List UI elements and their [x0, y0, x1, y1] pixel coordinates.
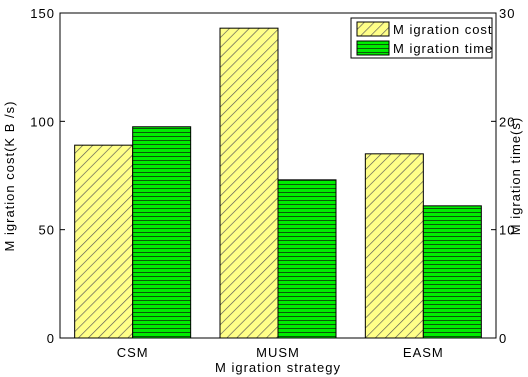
left-tick-label: 0	[47, 331, 55, 346]
left-tick-label: 100	[30, 114, 55, 129]
legend: M igration cost M igration time	[350, 17, 493, 59]
right-tick-label: 10	[499, 223, 515, 238]
right-tick-label: 20	[499, 114, 515, 129]
x-tick-label: EASM	[403, 345, 444, 360]
bar-time-csm	[132, 126, 192, 339]
x-axis-title: M igration strategy	[215, 360, 341, 375]
bar-time-musm	[277, 179, 337, 339]
bars-group	[74, 27, 482, 339]
left-axis: 0 50 100 150	[30, 6, 65, 346]
bar-cost-csm	[74, 144, 134, 339]
bar-time-easm	[422, 205, 482, 339]
right-axis-title: M igration time(s)	[508, 117, 523, 235]
bar-cost-musm	[219, 27, 279, 339]
left-tick-label: 150	[30, 6, 55, 21]
x-axis: CSM MUSM EASM	[117, 345, 444, 360]
legend-label-cost: M igration cost	[393, 22, 493, 37]
legend-swatch-cost	[356, 21, 390, 37]
left-axis-title: M igration cost(K B /s)	[2, 101, 17, 252]
left-tick-label: 50	[39, 223, 55, 238]
right-tick-label: 30	[499, 6, 515, 21]
x-tick-label: MUSM	[256, 345, 300, 360]
bar-cost-easm	[364, 153, 424, 339]
right-axis: 0 10 20 30	[491, 6, 515, 346]
x-tick-label: CSM	[117, 345, 149, 360]
legend-label-time: M igration time	[393, 41, 493, 56]
right-tick-label: 0	[499, 331, 507, 346]
legend-swatch-time	[356, 40, 390, 56]
